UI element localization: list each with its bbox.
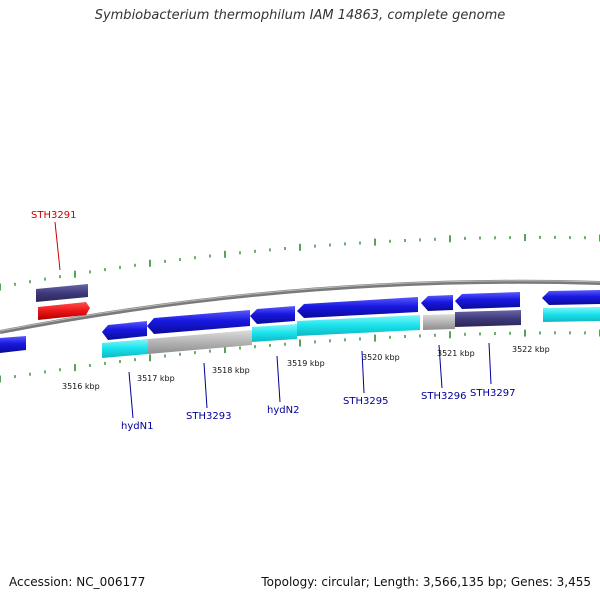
- genome-backbone: [0, 279, 600, 334]
- kbp-label: 3521 kbp: [437, 349, 475, 358]
- outer-features: [36, 284, 90, 320]
- cds-hydN2: [250, 306, 295, 324]
- band-hydN2: [252, 324, 297, 342]
- kbp-scale: 3516 kbp 3517 kbp 3518 kbp 3519 kbp 3520…: [62, 345, 550, 391]
- band-hydN1: [102, 339, 148, 358]
- kbp-label: 3518 kbp: [212, 366, 250, 375]
- band-right-edge: [543, 307, 600, 322]
- cds-right-edge: [542, 290, 600, 305]
- reverse-strand-features: [0, 290, 600, 353]
- topology-summary: Topology: circular; Length: 3,566,135 bp…: [261, 575, 591, 589]
- kbp-label: 3519 kbp: [287, 359, 325, 368]
- feature-outer-red: [38, 302, 90, 320]
- gene-label-hydN1[interactable]: hydN1: [121, 421, 153, 432]
- gene-label-STH3297[interactable]: STH3297: [470, 388, 515, 399]
- leader-STH3293: [203, 362, 208, 409]
- gene-label-STH3295[interactable]: STH3295: [343, 396, 388, 407]
- gene-labels: STH3291 hydN1 STH3293 hydN2 STH3295 STH3…: [31, 210, 515, 432]
- kbp-label: 3517 kbp: [137, 374, 175, 383]
- genome-backbone-highlight: [0, 280, 600, 332]
- band-STH3295: [297, 315, 420, 336]
- leader-STH3295: [361, 350, 365, 394]
- cds-STH3293: [147, 310, 250, 334]
- leader-hydN1: [128, 371, 134, 419]
- outer-tick-ring: [0, 234, 600, 291]
- band-STH3296: [423, 314, 455, 330]
- band-STH3297: [455, 310, 521, 327]
- gene-leader-lines: [54, 221, 492, 419]
- inner-tick-ring: [0, 329, 600, 383]
- feature-outer-dark: [36, 284, 88, 302]
- cds-hydN1: [102, 321, 147, 340]
- cds-left-edge: [0, 336, 26, 353]
- map-title: Symbiobacterium thermophilum IAM 14863, …: [94, 8, 506, 23]
- cds-STH3296: [421, 295, 453, 311]
- gene-label-STH3296[interactable]: STH3296: [421, 391, 466, 402]
- kbp-label: 3520 kbp: [362, 353, 400, 362]
- band-STH3293: [148, 330, 252, 354]
- leader-STH3296: [438, 344, 443, 389]
- gene-label-hydN2[interactable]: hydN2: [267, 405, 299, 416]
- accession-label: Accession: NC_006177: [9, 575, 146, 589]
- inner-band-features: [102, 307, 600, 358]
- gene-label-STH3293[interactable]: STH3293: [186, 411, 231, 422]
- kbp-label: 3516 kbp: [62, 382, 100, 391]
- leader-STH3291: [54, 221, 61, 271]
- leader-STH3297: [488, 342, 492, 385]
- cds-STH3295: [297, 297, 418, 318]
- gene-label-STH3291[interactable]: STH3291: [31, 210, 76, 221]
- kbp-label: 3522 kbp: [512, 345, 550, 354]
- cds-STH3297: [455, 292, 520, 309]
- leader-hydN2: [276, 355, 281, 403]
